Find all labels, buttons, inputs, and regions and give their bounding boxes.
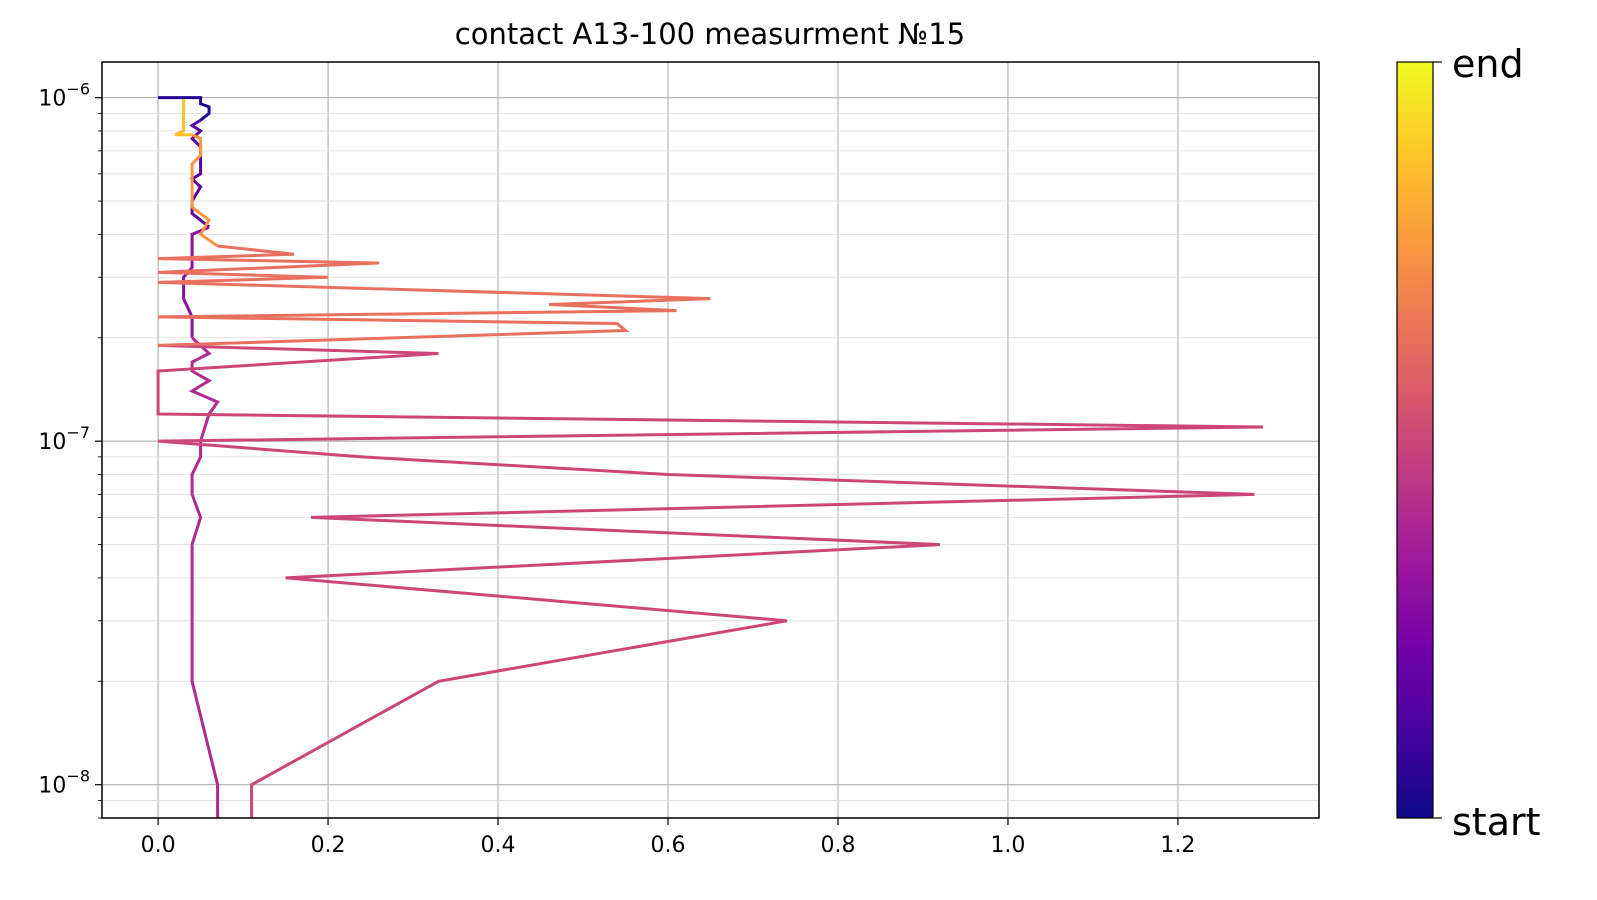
y-tick-label: 10−8 xyxy=(38,767,90,799)
series-line-1 xyxy=(158,96,211,122)
series-layer xyxy=(156,96,1263,818)
y-tick-label: 10−6 xyxy=(38,80,90,112)
colorbar: end start xyxy=(1396,42,1541,844)
x-axis: 0.0 0.2 0.4 0.6 0.8 1.0 1.2 xyxy=(141,818,1195,858)
x-tick-label: 0.8 xyxy=(820,833,855,858)
series-line-5 xyxy=(156,343,1263,818)
series-line-8 xyxy=(174,99,193,137)
chart-title: contact A13-100 measurment №15 xyxy=(455,17,965,51)
plot-frame xyxy=(101,61,1320,819)
series-line-4 xyxy=(188,336,220,818)
y-tick-label: 10−7 xyxy=(38,423,90,455)
x-tick-label: 1.2 xyxy=(1160,833,1195,858)
x-tick-label: 0.4 xyxy=(481,833,516,858)
x-tick-label: 0.2 xyxy=(311,833,346,858)
colorbar-gradient xyxy=(1396,61,1434,819)
x-tick-label: 0.6 xyxy=(651,833,686,858)
series-line-6 xyxy=(158,244,711,347)
colorbar-label-start: start xyxy=(1452,800,1541,844)
y-axis: 10−8 10−7 10−6 xyxy=(38,80,102,819)
x-tick-label: 1.0 xyxy=(990,833,1025,858)
x-tick-label: 0.0 xyxy=(141,833,176,858)
colorbar-label-end: end xyxy=(1452,42,1524,86)
series-line-7 xyxy=(190,133,219,248)
grid xyxy=(102,62,1319,819)
series-line-2 xyxy=(189,118,211,229)
